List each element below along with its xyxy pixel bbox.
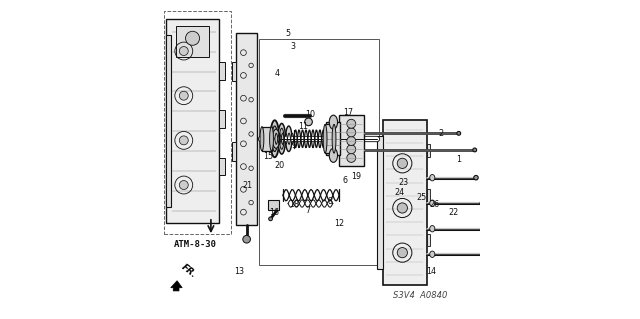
Text: 4: 4 [275,69,280,78]
Text: 12: 12 [334,219,344,228]
Ellipse shape [270,120,279,157]
Text: 15: 15 [263,152,273,161]
Bar [219,110,225,128]
Ellipse shape [285,126,292,152]
Circle shape [397,203,408,213]
Bar [426,144,430,157]
Polygon shape [171,281,182,291]
Text: 17: 17 [344,108,354,117]
Bar [259,39,380,265]
Bar [262,127,271,151]
Bar [219,158,225,175]
Text: 13: 13 [235,267,244,276]
Text: 6: 6 [342,176,348,185]
Ellipse shape [332,124,336,153]
Text: S3V4  A0840: S3V4 A0840 [393,291,447,300]
Circle shape [186,31,200,45]
Ellipse shape [429,174,435,181]
Bar [176,26,209,57]
Text: 10: 10 [305,110,315,119]
Bar [268,200,278,210]
Text: 9: 9 [291,141,296,150]
Circle shape [347,128,356,137]
Text: 8: 8 [327,197,332,206]
Text: 24: 24 [394,188,404,197]
Ellipse shape [278,123,285,154]
Circle shape [397,158,408,168]
Circle shape [347,145,356,154]
Circle shape [488,226,492,231]
Circle shape [179,47,188,56]
Ellipse shape [260,127,264,151]
Ellipse shape [280,128,284,149]
Bar [377,136,383,269]
Text: 7: 7 [305,206,310,215]
Text: 3: 3 [291,42,296,51]
Circle shape [347,119,356,128]
Circle shape [494,252,499,256]
Bar [232,62,236,81]
Ellipse shape [429,200,435,206]
Circle shape [305,118,312,126]
Text: 22: 22 [448,208,458,217]
Text: FR.: FR. [180,262,198,279]
Ellipse shape [429,226,435,232]
Circle shape [179,181,188,189]
Text: 26: 26 [429,200,439,209]
Bar [426,189,430,202]
Ellipse shape [323,124,327,153]
Bar [339,115,364,166]
Text: 5: 5 [285,29,290,38]
Circle shape [179,136,188,145]
Text: 14: 14 [426,267,436,276]
Bar [166,35,171,207]
Ellipse shape [429,251,435,257]
Bar [164,11,231,234]
Bar [325,124,334,153]
Circle shape [347,137,356,145]
Ellipse shape [273,129,280,148]
Text: 25: 25 [416,193,427,202]
Circle shape [457,131,461,135]
Circle shape [347,153,356,162]
Text: 20: 20 [274,161,284,170]
Circle shape [473,148,477,152]
Ellipse shape [329,148,337,162]
Text: 1: 1 [456,155,461,164]
Text: 16: 16 [269,208,279,217]
Bar [232,142,236,161]
Text: 2: 2 [438,130,444,138]
Text: 11: 11 [298,122,308,130]
Text: 18: 18 [289,200,299,209]
Circle shape [397,248,408,258]
Circle shape [243,235,250,243]
Text: 23: 23 [399,178,409,187]
Bar [383,120,426,285]
Bar [326,122,340,155]
Circle shape [474,175,478,180]
Bar [166,19,219,223]
Circle shape [179,91,188,100]
Bar [236,33,257,225]
Ellipse shape [329,115,337,129]
Circle shape [480,201,484,205]
Bar [426,234,430,246]
Text: ATM-8-30: ATM-8-30 [174,240,217,249]
Ellipse shape [269,127,273,151]
Bar [219,62,225,80]
Text: 19: 19 [351,172,361,181]
Ellipse shape [272,126,278,152]
Circle shape [269,217,273,221]
Text: 21: 21 [242,181,252,190]
